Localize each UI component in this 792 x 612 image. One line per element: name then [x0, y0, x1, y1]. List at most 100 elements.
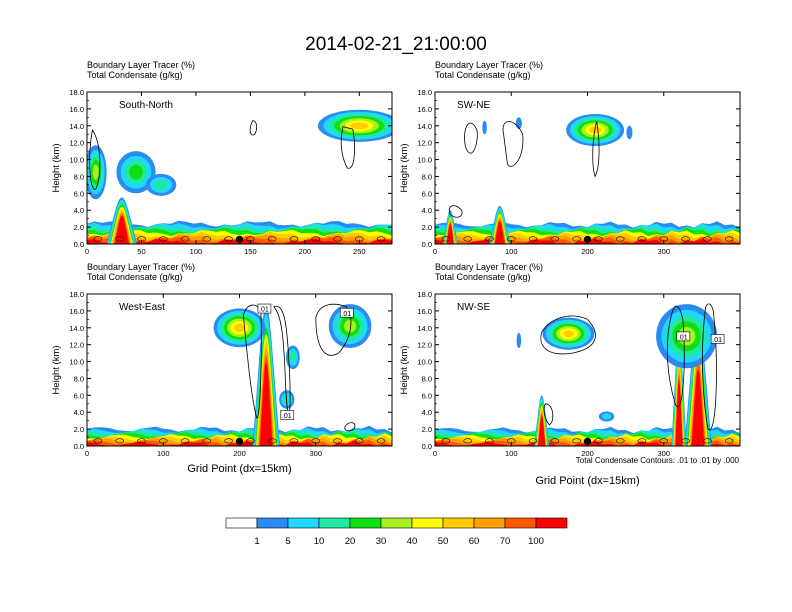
condensate-contour: [464, 122, 478, 154]
tracer-plume-band: [538, 415, 546, 446]
surface-contour: [333, 438, 342, 444]
y-tick-label: 16.0: [69, 307, 84, 316]
colorbar-label: 60: [469, 536, 480, 547]
surface-contour: [528, 236, 538, 242]
surface-contour: [289, 236, 299, 242]
surface-contour: [333, 236, 342, 242]
panel-title: SW-NE: [457, 100, 490, 111]
y-tick-label: 16.0: [417, 105, 432, 114]
panel-label-condensate: Total Condensate (g/kg): [87, 70, 183, 80]
station-marker: [235, 437, 244, 445]
tracer-plume-band: [446, 223, 454, 244]
y-tick-label: 18.0: [69, 88, 84, 97]
y-tick-label: 12.0: [417, 341, 432, 350]
condensate-contour: [543, 403, 554, 426]
surface-contour: [311, 236, 321, 242]
panel-sw-ne: Boundary Layer Tracer (%)Total Condensat…: [399, 60, 741, 256]
tracer-cloud-band: [289, 352, 296, 363]
y-tick-label: 10.0: [417, 358, 432, 367]
y-tick-label: 12.0: [417, 139, 432, 148]
x-tick-label: 0: [85, 247, 89, 256]
surface-contour: [180, 438, 190, 444]
y-axis-label: Height (km): [399, 345, 410, 394]
panel-south-north: Boundary Layer Tracer (%)Total Condensat…: [51, 60, 393, 256]
contour-label: .01: [259, 307, 269, 314]
colorbar-swatch: [473, 517, 506, 529]
x-tick-label: 250: [353, 247, 366, 256]
colorbar-label: 100: [528, 536, 544, 547]
surface-contour: [550, 236, 560, 242]
y-tick-label: 12.0: [69, 139, 84, 148]
panel-label-condensate: Total Condensate (g/kg): [87, 272, 183, 282]
surface-contour: [376, 438, 386, 444]
surface-contour: [137, 438, 146, 444]
surface-contour: [572, 236, 581, 242]
tracer-cloud-band: [92, 164, 99, 180]
tracer-cloud-band: [626, 125, 633, 140]
y-tick-label: 4.0: [422, 206, 432, 215]
y-tick-label: 12.0: [69, 341, 84, 350]
x-tick-label: 200: [233, 449, 246, 458]
condensate-contour: [242, 304, 262, 419]
condensate-contour: [340, 126, 355, 169]
figure-title: 2014-02-21_21:00:00: [305, 34, 487, 55]
colorbar-label: 5: [285, 536, 290, 547]
surface-contour: [485, 236, 494, 242]
surface-contour: [93, 236, 103, 242]
x-tick-label: 100: [505, 449, 518, 458]
surface-contour: [637, 438, 647, 444]
tracer-plume-band: [691, 370, 705, 446]
tracer-cloud-band: [482, 120, 487, 135]
surface-contour: [724, 236, 734, 242]
surface-contour: [572, 438, 581, 444]
xlabel-left: Grid Point (dx=15km): [187, 463, 291, 475]
y-axis-label: Height (km): [51, 143, 62, 192]
surface-contour: [485, 438, 494, 444]
y-tick-label: 16.0: [69, 105, 84, 114]
surface-contour: [376, 236, 386, 242]
colorbar: 1 5 10 20 30 40 50 60 70 100: [225, 517, 568, 547]
y-tick-label: 18.0: [417, 88, 432, 97]
tracer-cloud-band: [601, 413, 612, 420]
tracer-cloud-band: [350, 122, 369, 130]
surface-contour: [637, 236, 647, 242]
y-tick-label: 8.0: [422, 172, 432, 181]
y-tick-label: 2.0: [422, 223, 432, 232]
y-tick-label: 14.0: [69, 324, 84, 333]
y-tick-label: 0.0: [74, 240, 84, 249]
surface-contour: [681, 438, 690, 444]
surface-contour: [703, 438, 712, 444]
colorbar-label: 50: [438, 536, 449, 547]
y-tick-label: 2.0: [74, 425, 84, 434]
panel-label-tracer: Boundary Layer Tracer (%): [87, 262, 195, 272]
contour-label: .01: [678, 334, 688, 341]
y-tick-label: 8.0: [422, 374, 432, 383]
field-plot-area: [435, 92, 740, 244]
surface-contour: [267, 236, 277, 242]
surface-contour: [158, 236, 168, 242]
surface-contour: [463, 236, 472, 242]
y-tick-label: 14.0: [417, 122, 432, 131]
panel-label-tracer: Boundary Layer Tracer (%): [435, 262, 543, 272]
y-tick-label: 4.0: [422, 408, 432, 417]
x-tick-label: 200: [299, 247, 312, 256]
y-axis-label: Height (km): [51, 345, 62, 394]
colorbar-swatch: [442, 517, 475, 529]
station-marker: [583, 235, 592, 243]
panel-title: West-East: [119, 302, 165, 313]
surface-contour: [267, 438, 277, 444]
contour-label: .01: [712, 337, 722, 344]
colorbar-swatch: [380, 517, 413, 529]
y-tick-label: 6.0: [74, 189, 84, 198]
y-tick-label: 14.0: [417, 324, 432, 333]
surface-contour: [550, 438, 560, 444]
x-tick-label: 100: [157, 449, 170, 458]
surface-contour: [441, 438, 451, 444]
y-tick-label: 16.0: [417, 307, 432, 316]
contour-label-box: [676, 331, 691, 342]
colorbar-swatch: [349, 517, 382, 529]
colorbar-swatch: [287, 517, 320, 529]
tracer-cloud-band: [234, 323, 245, 332]
y-tick-label: 4.0: [74, 206, 84, 215]
x-tick-label: 0: [85, 449, 89, 458]
